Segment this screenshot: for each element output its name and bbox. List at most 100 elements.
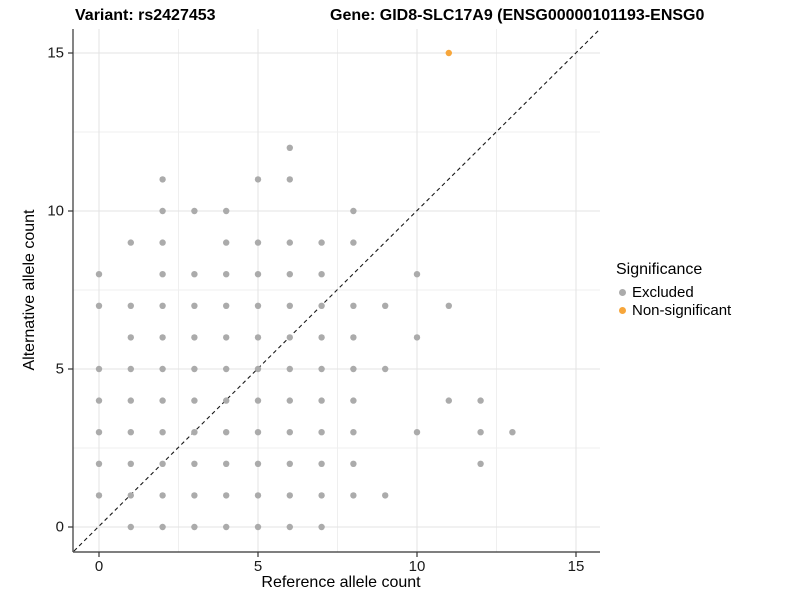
legend: Significance Excluded Non-significant [616, 261, 731, 319]
scatter-point-excluded [318, 271, 325, 278]
scatter-point-excluded [318, 334, 325, 341]
scatter-point-excluded [223, 492, 230, 499]
scatter-point-excluded [191, 207, 198, 215]
scatter-point-excluded [477, 429, 484, 436]
scatter-point-excluded [445, 397, 452, 404]
scatter-point-excluded [254, 271, 262, 278]
scatter-point-excluded [95, 460, 103, 467]
scatter-point-excluded [223, 302, 230, 309]
scatter-point-excluded [350, 429, 357, 436]
legend-item: Non-significant [616, 301, 731, 319]
legend-item-label: Non-significant [632, 301, 732, 319]
scatter-point-excluded [223, 334, 230, 341]
scatter-point-excluded [318, 460, 325, 467]
scatter-point-excluded [413, 334, 421, 341]
scatter-point-excluded [159, 492, 166, 499]
scatter-point-excluded [286, 176, 293, 183]
scatter-point-excluded [191, 334, 198, 341]
scatter-point-excluded [286, 523, 293, 531]
scatter-point-excluded [127, 492, 134, 499]
scatter-point-excluded [223, 460, 230, 467]
scatter-point-excluded [254, 460, 262, 467]
scatter-point-excluded [159, 397, 166, 404]
scatter-point-excluded [159, 460, 166, 467]
scatter-point-excluded [318, 429, 325, 436]
scatter-point-excluded [95, 302, 103, 309]
scatter-point-excluded [95, 492, 103, 499]
scatter-point-excluded [127, 365, 134, 373]
scatter-point-non-significant [445, 49, 452, 57]
scatter-point-excluded [286, 302, 293, 309]
scatter-point-excluded [286, 397, 293, 404]
scatter-point-excluded [382, 365, 389, 373]
scatter-point-excluded [254, 334, 262, 341]
scatter-point-excluded [191, 302, 198, 309]
scatter-point-excluded [159, 207, 166, 215]
scatter-point-excluded [254, 429, 262, 436]
scatter-point-excluded [223, 239, 230, 246]
scatter-point-excluded [254, 176, 262, 183]
scatter-point-excluded [350, 239, 357, 246]
y-tick-label: 10 [47, 202, 64, 220]
scatter-point-excluded [254, 239, 262, 246]
plot-title-gene: Gene: GID8-SLC17A9 (ENSG00000101193-ENSG… [330, 7, 705, 24]
scatter-point-excluded [286, 144, 293, 151]
scatter-point-excluded [477, 460, 484, 467]
scatter-point-excluded [127, 460, 134, 467]
scatter-point-excluded [286, 429, 293, 436]
scatter-point-excluded [223, 365, 230, 373]
y-tick-label: 5 [55, 360, 64, 378]
scatter-point-excluded [413, 429, 421, 436]
scatter-point-excluded [191, 492, 198, 499]
scatter-point-excluded [223, 523, 230, 531]
scatter-point-excluded [350, 334, 357, 341]
y-tick-label: 15 [47, 44, 64, 62]
scatter-point-excluded [350, 207, 357, 215]
scatter-point-excluded [254, 302, 262, 309]
scatter-point-excluded [286, 334, 293, 341]
scatter-point-excluded [159, 334, 166, 341]
scatter-point-excluded [254, 397, 262, 404]
scatter-point-excluded [350, 302, 357, 309]
scatter-point-excluded [127, 397, 134, 404]
legend-title: Significance [616, 261, 703, 278]
scatter-point-excluded [159, 302, 166, 309]
scatter-point-excluded [191, 523, 198, 531]
scatter-point-excluded [127, 429, 134, 436]
scatter-point-excluded [286, 365, 293, 373]
scatter-point-excluded [318, 302, 325, 309]
scatter-point-excluded [223, 207, 230, 215]
scatter-point-excluded [223, 397, 230, 404]
scatter-point-excluded [318, 492, 325, 499]
scatter-point-excluded [350, 492, 357, 499]
scatter-point-excluded [477, 397, 484, 404]
scatter-point-excluded [445, 302, 452, 309]
scatter-point-excluded [159, 239, 166, 246]
scatter-point-excluded [318, 365, 325, 373]
scatter-point-excluded [95, 397, 103, 404]
x-tick-label: 5 [253, 558, 263, 575]
legend-item: Excluded [616, 283, 731, 301]
x-tick-label: 10 [408, 558, 426, 575]
scatter-point-excluded [286, 460, 293, 467]
scatter-point-excluded [350, 365, 357, 373]
scatter-point-excluded [159, 429, 166, 436]
scatter-point-excluded [286, 239, 293, 246]
scatter-point-excluded [254, 492, 262, 499]
scatter-point-excluded [286, 492, 293, 499]
x-tick-label: 0 [94, 558, 104, 575]
scatter-point-excluded [127, 523, 134, 531]
scatter-point-excluded [191, 397, 198, 404]
plot-title-variant: Variant: rs2427453 [75, 7, 216, 24]
x-axis-label: Reference allele count [261, 574, 421, 591]
scatter-point-excluded [382, 302, 389, 309]
scatter-point-excluded [318, 523, 325, 531]
x-tick-label: 15 [567, 558, 585, 575]
y-tick-label: 0 [55, 518, 64, 536]
scatter-point-excluded [350, 460, 357, 467]
scatter-point-excluded [223, 271, 230, 278]
scatter-point-excluded [254, 523, 262, 531]
scatter-point-excluded [95, 271, 103, 278]
scatter-point-excluded [318, 397, 325, 404]
